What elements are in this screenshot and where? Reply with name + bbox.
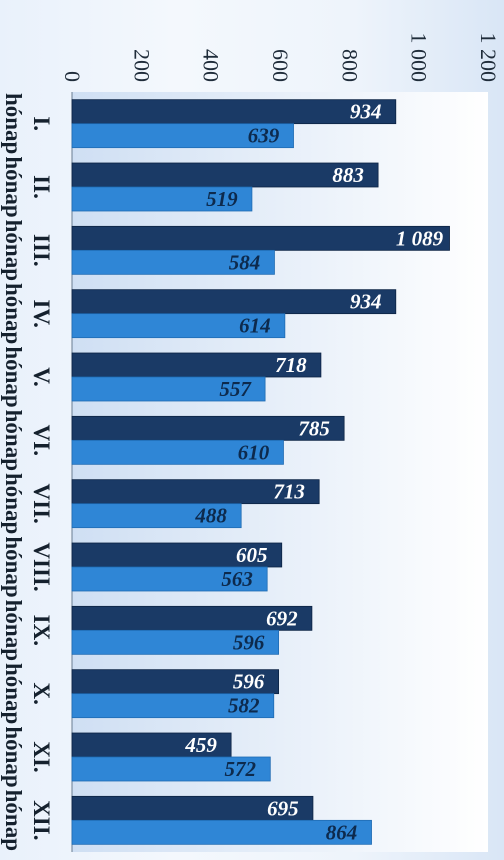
bar-series-2 [71, 566, 268, 592]
bar-series-1 [71, 225, 450, 251]
category-label: VIII.hónap [1, 536, 54, 597]
category-label-line2: hónap [1, 600, 26, 661]
bar-series-2 [71, 629, 280, 655]
category-label-line2: hónap [1, 726, 26, 787]
category-label-line2: hónap [1, 473, 26, 534]
y-tick-label: 200 [129, 49, 154, 82]
data-label: 934 [350, 290, 382, 314]
bar-series-1 [71, 99, 397, 125]
category-label-line2: hónap [1, 283, 26, 344]
data-label: 596 [233, 630, 265, 654]
category-label: IX.hónap [1, 600, 54, 661]
data-label: 934 [350, 100, 382, 124]
y-tick-label: 600 [268, 49, 293, 82]
category-label: III.hónap [1, 220, 54, 281]
category-label-line2: hónap [1, 93, 26, 154]
category-label-line1: X. [29, 682, 54, 704]
category-label: X.hónap [1, 663, 54, 724]
bar-series-2 [71, 313, 286, 339]
category-label-line1: II. [29, 175, 54, 199]
y-tick-label: 1 000 [407, 33, 432, 83]
category-label-line2: hónap [1, 156, 26, 217]
data-label: 584 [229, 250, 261, 274]
y-tick-label: 0 [60, 71, 85, 82]
data-label: 1 089 [396, 226, 444, 250]
data-label: 596 [233, 670, 265, 694]
category-label: IV.hónap [1, 283, 54, 344]
data-label: 519 [206, 187, 238, 211]
category-label-line2: hónap [1, 410, 26, 471]
category-label-line1: III. [29, 234, 54, 267]
category-label-line2: hónap [1, 663, 26, 724]
data-label: 582 [228, 694, 260, 718]
data-label: 572 [225, 757, 257, 781]
y-tick-label: 800 [337, 49, 362, 82]
category-label: XI.hónap [1, 726, 54, 787]
data-label: 557 [219, 377, 252, 401]
category-label-line2: hónap [1, 220, 26, 281]
category-label: I.hónap [1, 93, 54, 154]
category-label-line1: V. [29, 367, 54, 386]
data-label: 488 [194, 504, 227, 528]
bar-series-2 [71, 376, 266, 402]
bar-series-2 [71, 249, 275, 275]
bar-series-2 [71, 503, 242, 529]
category-label-line1: I. [29, 116, 54, 131]
category-label: VII.hónap [1, 473, 54, 534]
data-label: 718 [275, 353, 307, 377]
category-label: II.hónap [1, 156, 54, 217]
category-label-line2: hónap [1, 790, 26, 851]
bar-series-1 [71, 289, 397, 315]
bar-series-2 [71, 439, 284, 465]
data-label: 785 [298, 416, 330, 440]
bar-series-2 [71, 819, 372, 845]
category-label-line1: XI. [29, 741, 54, 772]
data-label: 610 [238, 440, 270, 464]
category-label-line2: hónap [1, 536, 26, 597]
category-label: XII.hónap [1, 790, 54, 851]
category-label-line1: VIII. [29, 542, 54, 591]
data-label: 563 [221, 567, 253, 591]
category-label-line2: hónap [1, 346, 26, 407]
category-label-line1: VI. [29, 425, 54, 456]
bar-series-2 [71, 186, 253, 212]
category-label-line1: IX. [29, 615, 54, 646]
data-label: 605 [236, 543, 268, 567]
data-label: 713 [273, 480, 305, 504]
data-label: 864 [326, 820, 358, 844]
y-tick-label: 400 [199, 49, 224, 82]
data-label: 639 [248, 124, 280, 148]
data-label: 614 [239, 314, 271, 338]
y-tick-label: 1 200 [476, 33, 501, 83]
data-label: 692 [266, 606, 298, 630]
category-label-line1: IV. [29, 299, 54, 327]
bar-series-2 [71, 123, 294, 149]
bar-series-2 [71, 693, 275, 719]
category-label: V.hónap [1, 346, 54, 407]
plot-background [72, 92, 488, 852]
data-label: 883 [332, 163, 364, 187]
data-label: 695 [267, 796, 299, 820]
data-label: 459 [184, 733, 217, 757]
category-label: VI.hónap [1, 410, 54, 471]
bar-series-2 [71, 756, 271, 782]
category-label-line1: XII. [29, 800, 54, 840]
category-label-line1: VII. [29, 484, 54, 524]
